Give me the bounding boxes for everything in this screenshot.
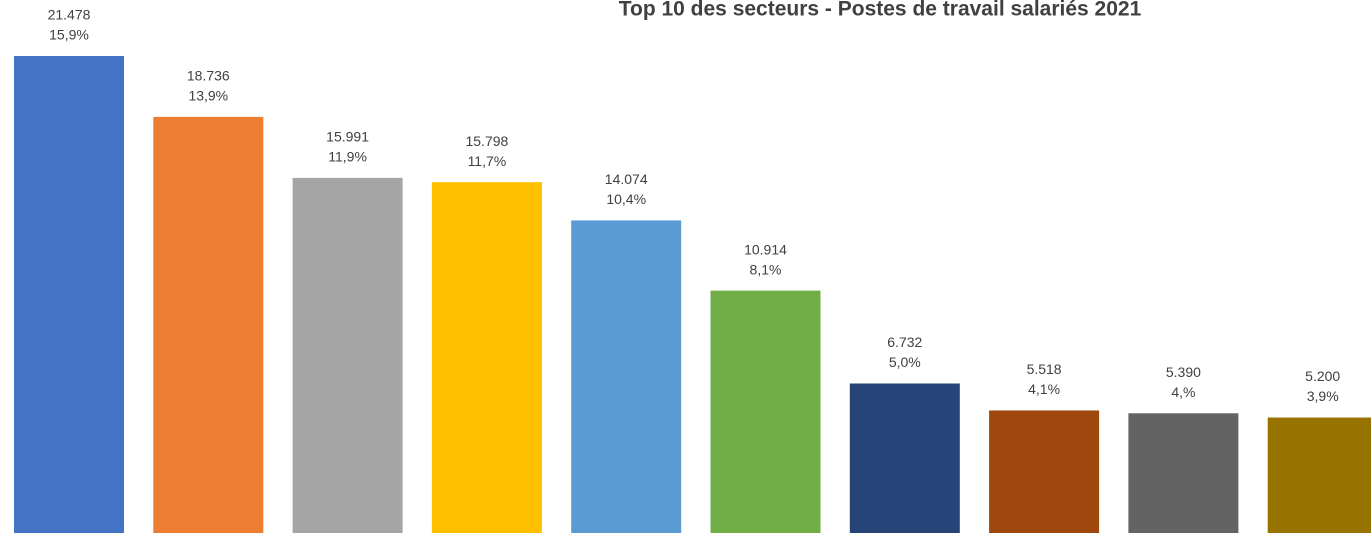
value-label: 18.736 [187, 68, 230, 84]
share-label: 8,1% [750, 261, 782, 277]
share-label: 11,9% [328, 149, 367, 165]
bar [710, 290, 821, 533]
value-label: 21.478 [48, 7, 91, 23]
bar [1267, 417, 1371, 533]
share-label: 5,0% [889, 354, 921, 370]
bar [292, 177, 403, 533]
share-label: 4,% [1171, 384, 1195, 400]
bar [571, 220, 682, 533]
bar [989, 410, 1100, 533]
value-label: 5.200 [1305, 368, 1340, 384]
value-label: 6.732 [887, 334, 922, 350]
share-label: 15,9% [49, 27, 89, 43]
share-label: 13,9% [188, 88, 228, 104]
bar [849, 383, 960, 533]
chart-title: Top 10 des secteurs - Postes de travail … [619, 0, 1142, 21]
share-label: 3,9% [1307, 388, 1339, 404]
bar [14, 56, 124, 533]
bar [431, 182, 542, 533]
value-label: 5.518 [1027, 361, 1062, 377]
bar [153, 116, 264, 533]
value-label: 15.991 [326, 129, 369, 145]
value-label: 15.798 [465, 133, 508, 149]
value-label: 14.074 [605, 171, 648, 187]
share-label: 4,1% [1028, 381, 1060, 397]
share-label: 11,7% [468, 153, 507, 169]
bar [1128, 413, 1239, 533]
value-label: 10.914 [744, 241, 787, 257]
share-label: 10,4% [606, 191, 646, 207]
value-label: 5.390 [1166, 364, 1201, 380]
